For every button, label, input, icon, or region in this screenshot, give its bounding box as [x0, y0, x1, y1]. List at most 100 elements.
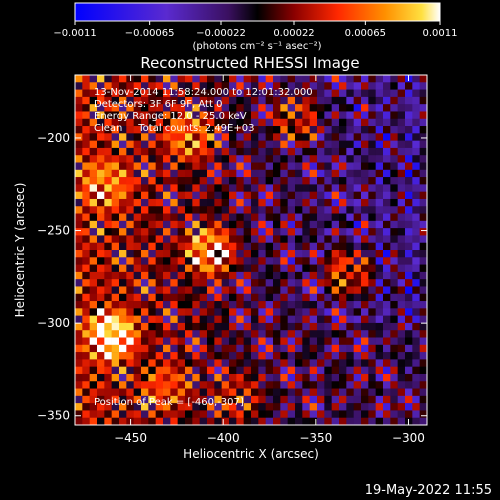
heatmap-cell	[317, 147, 325, 156]
heatmap-cell	[331, 126, 340, 134]
heatmap-cell	[170, 286, 178, 295]
heatmap-cell	[119, 250, 127, 258]
heatmap-cell	[133, 126, 142, 134]
heatmap-cell	[141, 133, 149, 141]
heatmap-cell	[207, 264, 215, 273]
heatmap-cell	[280, 322, 288, 331]
heatmap-cell	[192, 315, 200, 324]
heatmap-cell	[273, 169, 281, 178]
heatmap-cell	[368, 388, 376, 397]
heatmap-cell	[163, 235, 171, 244]
heatmap-cell	[412, 162, 420, 171]
heatmap-cell	[89, 140, 98, 149]
heatmap-cell	[287, 228, 296, 236]
plot-frame	[74, 74, 428, 426]
heatmap-cell	[185, 337, 193, 346]
heatmap-cell	[133, 82, 142, 90]
heatmap-cell	[331, 111, 340, 120]
heatmap-cell	[111, 220, 120, 229]
heatmap-cell	[126, 213, 134, 222]
heatmap-cell	[155, 235, 164, 244]
heatmap-cell	[89, 388, 98, 397]
heatmap-cell	[324, 322, 332, 331]
heatmap-cell	[221, 140, 230, 149]
heatmap-cell	[141, 82, 149, 90]
heatmap-cell	[148, 359, 156, 367]
heatmap-cell	[199, 184, 208, 192]
heatmap-cell	[163, 126, 171, 134]
heatmap-cell	[324, 140, 332, 149]
heatmap-cell	[177, 257, 186, 265]
heatmap-cell	[133, 395, 142, 404]
heatmap-cell	[317, 155, 325, 163]
heatmap-cell	[119, 162, 127, 171]
heatmap-cell	[89, 359, 98, 367]
heatmap-cell	[126, 315, 134, 324]
heatmap-cell	[148, 235, 156, 244]
heatmap-cell	[405, 315, 413, 324]
heatmap-cell	[309, 213, 318, 222]
heatmap-cell	[280, 111, 288, 120]
heatmap-cell	[265, 213, 274, 222]
heatmap-cell	[265, 242, 274, 251]
heatmap-cell	[412, 395, 420, 404]
heatmap-cell	[383, 82, 391, 90]
heatmap-cell	[280, 271, 288, 280]
heatmap-cell	[229, 162, 237, 171]
heatmap-cell	[126, 388, 134, 397]
heatmap-cell	[251, 417, 259, 426]
heatmap-cell	[75, 228, 83, 236]
heatmap-cell	[243, 395, 252, 404]
heatmap-cell	[148, 352, 156, 360]
heatmap-cell	[258, 242, 266, 251]
heatmap-cell	[280, 177, 288, 185]
heatmap-cell	[302, 352, 310, 360]
heatmap-cell	[111, 198, 120, 207]
heatmap-cell	[141, 264, 149, 273]
heatmap-cell	[185, 286, 193, 295]
heatmap-cell	[185, 118, 193, 127]
heatmap-cell	[361, 388, 369, 397]
heatmap-cell	[273, 191, 281, 200]
heatmap-cell	[111, 410, 120, 419]
heatmap-cell	[148, 147, 156, 156]
heatmap-cell	[177, 344, 186, 353]
heatmap-cell	[295, 322, 303, 331]
heatmap-cell	[412, 381, 420, 389]
heatmap-cell	[243, 308, 252, 316]
heatmap-cell	[324, 301, 332, 309]
heatmap-cell	[119, 301, 127, 309]
heatmap-cell	[258, 403, 266, 411]
heatmap-cell	[353, 184, 362, 192]
heatmap-cell	[214, 126, 222, 134]
heatmap-cell	[155, 293, 164, 302]
heatmap-cell	[412, 337, 420, 346]
heatmap-cell	[126, 293, 134, 302]
heatmap-cell	[419, 344, 428, 353]
heatmap-cell	[265, 89, 274, 98]
heatmap-cell	[75, 140, 83, 149]
heatmap-cell	[148, 213, 156, 222]
heatmap-cell	[214, 381, 222, 389]
heatmap-cell	[214, 373, 222, 382]
heatmap-cell	[331, 388, 340, 397]
heatmap-cell	[89, 410, 98, 419]
heatmap-cell	[119, 344, 127, 353]
heatmap-cell	[265, 96, 274, 105]
heatmap-cell	[339, 381, 347, 389]
heatmap-cell	[111, 359, 120, 367]
heatmap-cell	[295, 118, 303, 127]
y-axis-ticks: −200−250−300−350	[37, 131, 427, 423]
heatmap-cell	[177, 373, 186, 382]
heatmap-cell	[361, 220, 369, 229]
heatmap-cell	[383, 184, 391, 192]
heatmap-cell	[375, 388, 384, 397]
heatmap-cell	[368, 330, 376, 338]
heatmap-cell	[309, 395, 318, 404]
heatmap-cell	[243, 155, 252, 163]
heatmap-cell	[368, 308, 376, 316]
heatmap-cell	[295, 417, 303, 426]
heatmap-cell	[273, 279, 281, 287]
heatmap-cell	[251, 89, 259, 98]
heatmap-cell	[302, 264, 310, 273]
